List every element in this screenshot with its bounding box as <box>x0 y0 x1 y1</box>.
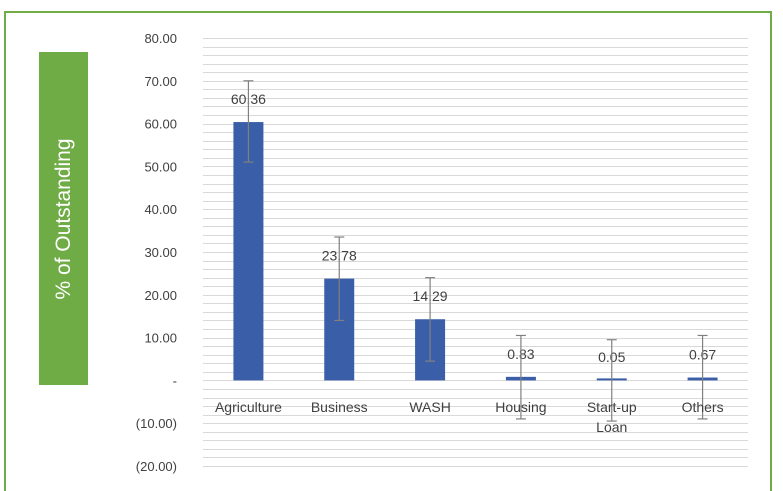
y-axis-label-box: % of Outstanding <box>39 52 88 385</box>
category-label: Business <box>311 399 368 415</box>
chart-frame <box>4 11 772 491</box>
category-label: WASH <box>409 399 450 415</box>
y-tick-label: 30.00 <box>144 245 177 260</box>
y-tick-label: (20.00) <box>136 459 177 474</box>
y-tick-label: 60.00 <box>144 117 177 132</box>
y-tick-label: 40.00 <box>144 202 177 217</box>
y-tick-label: - <box>173 373 177 388</box>
category-label: Loan <box>596 419 627 435</box>
y-tick-label: (10.00) <box>136 416 177 431</box>
y-tick-label: 10.00 <box>144 331 177 346</box>
category-label: Housing <box>495 399 546 415</box>
y-tick-label: 70.00 <box>144 74 177 89</box>
category-label: Agriculture <box>215 399 282 415</box>
category-label: Start-up <box>587 399 637 415</box>
y-tick-label: 20.00 <box>144 288 177 303</box>
y-tick-label: 50.00 <box>144 159 177 174</box>
bar <box>233 122 264 381</box>
category-label: Others <box>682 399 724 415</box>
y-tick-label: 80.00 <box>144 31 177 46</box>
